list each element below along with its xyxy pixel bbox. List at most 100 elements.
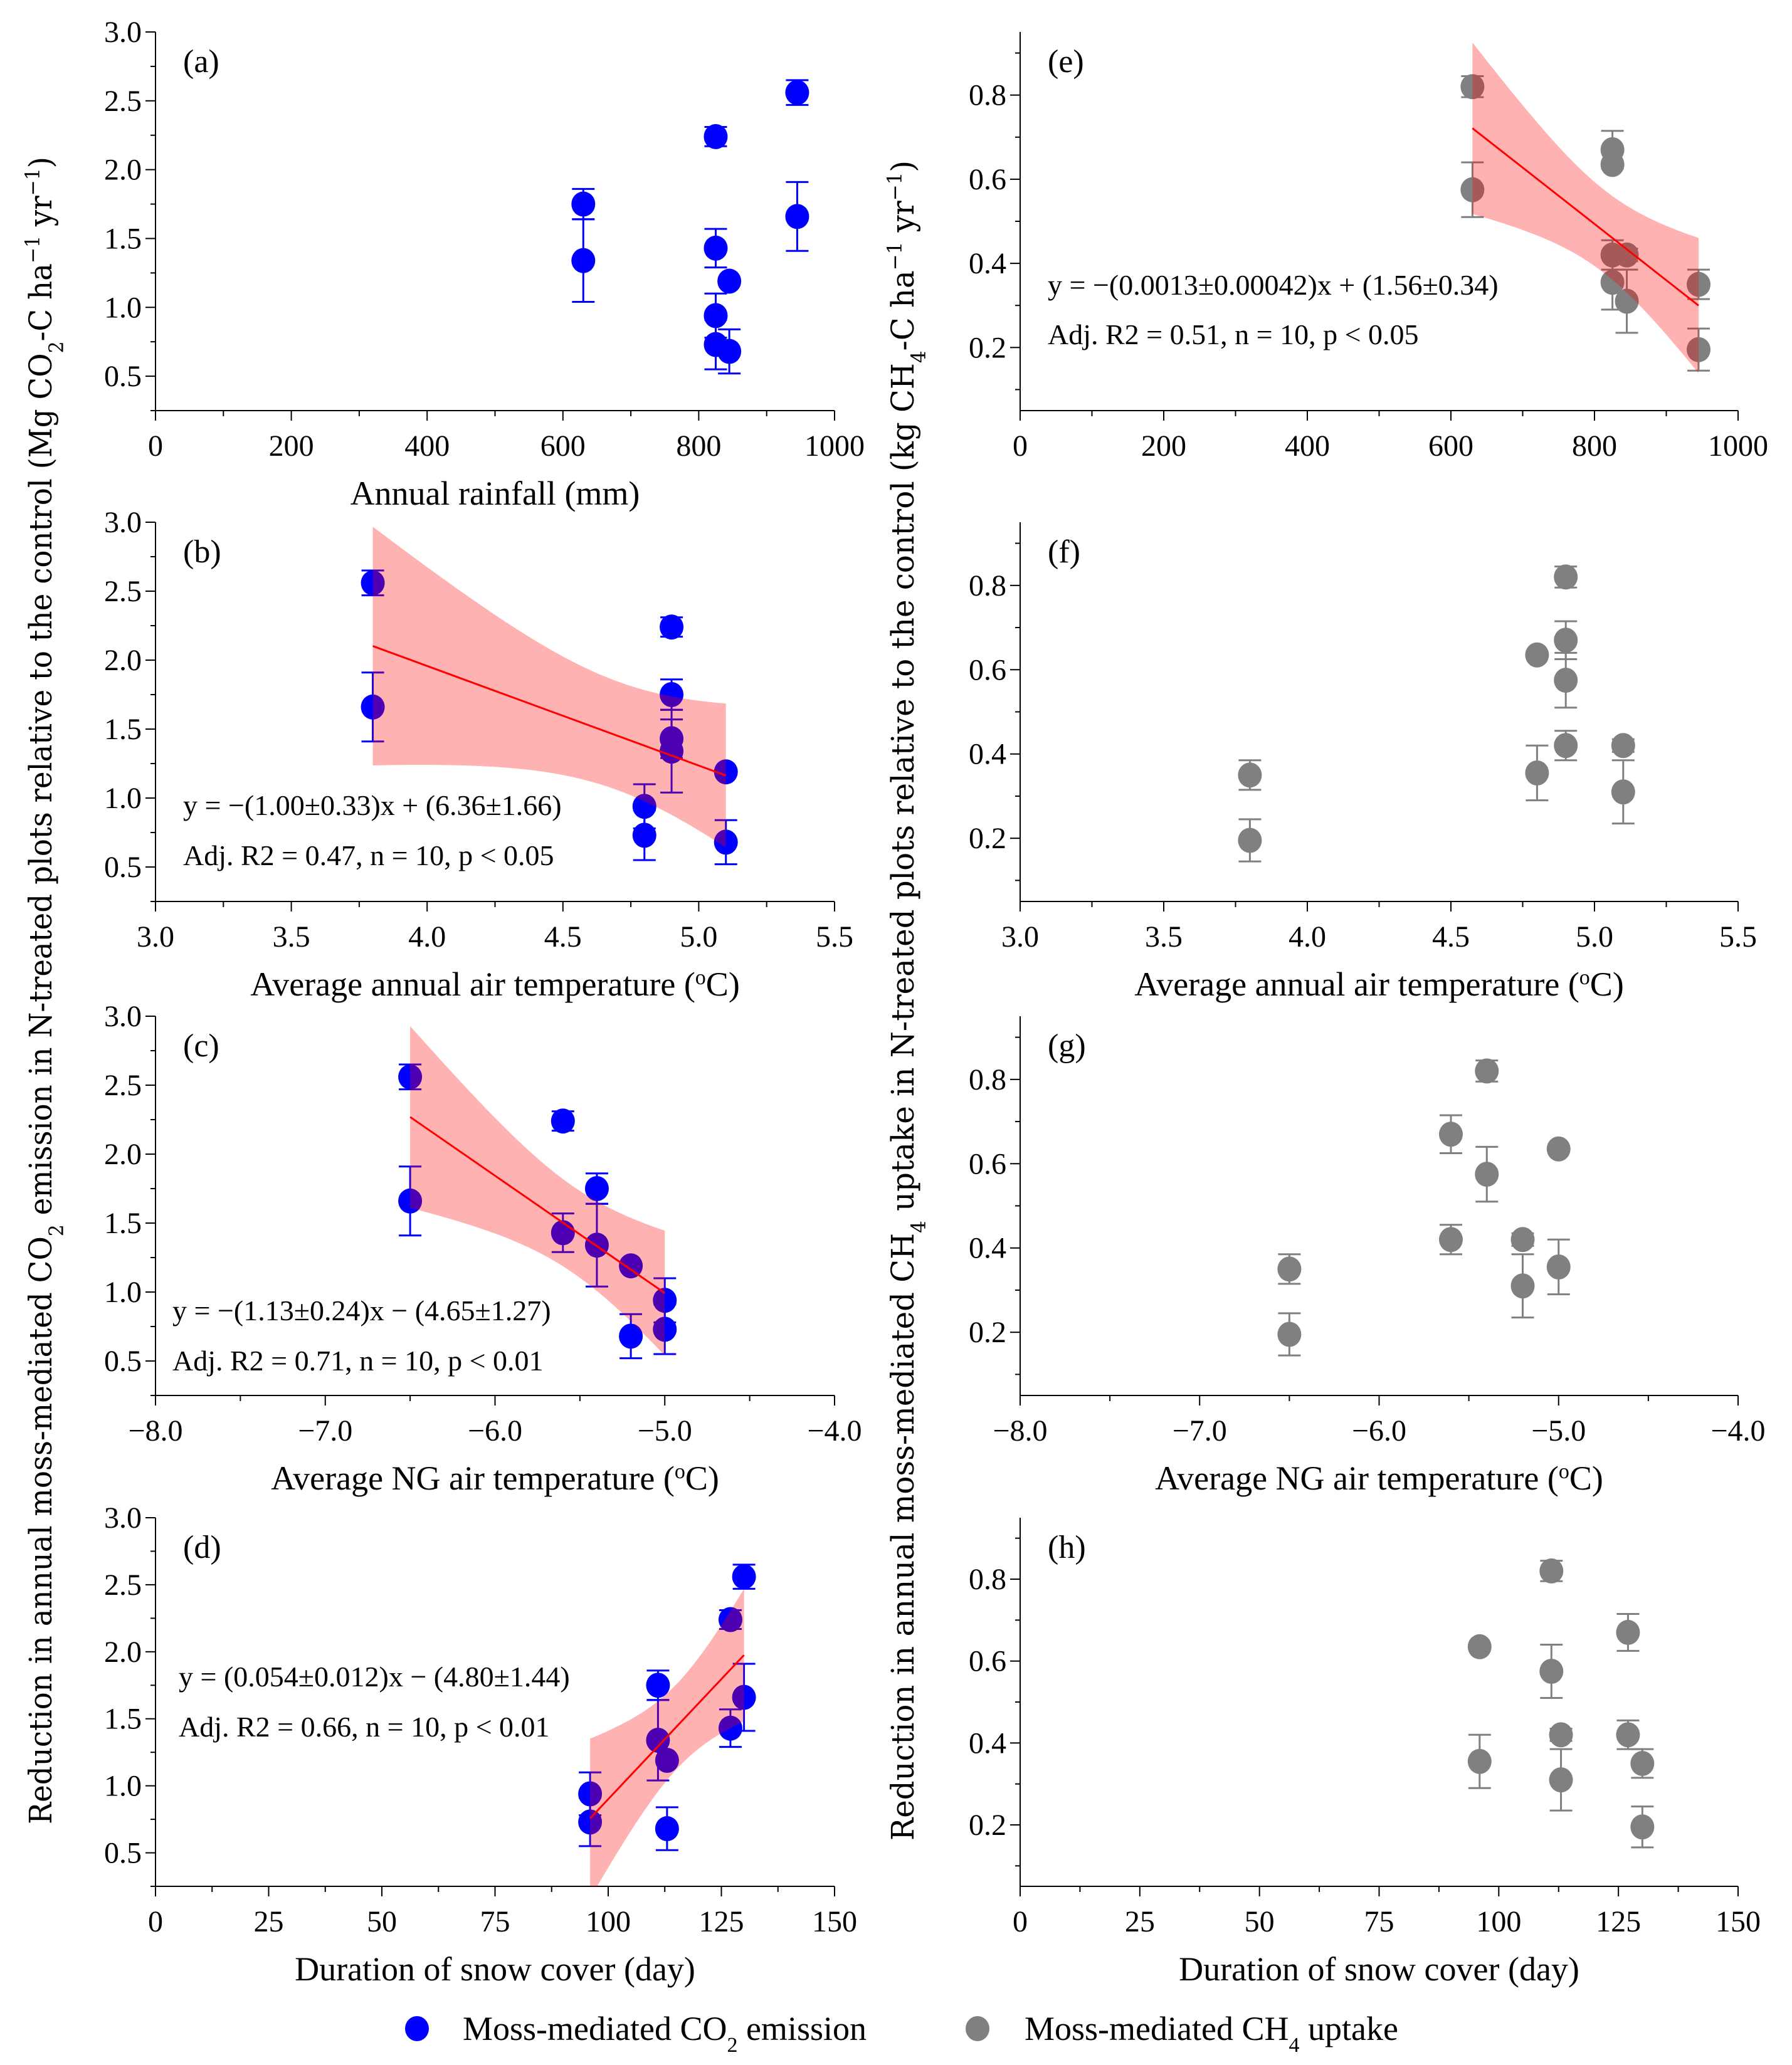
y-tick-label: 0.5: [104, 1345, 142, 1378]
data-point: [1510, 1273, 1535, 1299]
data-point: [717, 268, 742, 294]
data-point: [1687, 271, 1711, 297]
data-point: [1616, 1722, 1640, 1748]
data-point: [1238, 828, 1262, 853]
data-point: [704, 303, 728, 328]
data-point: [732, 1564, 756, 1590]
x-tick-label: 0: [1013, 429, 1028, 463]
x-tick-label: −6.0: [1352, 1414, 1406, 1448]
x-axis-label: Annual rainfall (mm): [350, 475, 640, 512]
y-axis-label-left: Reduction in annual moss-mediated CO2 em…: [21, 157, 68, 1824]
y-tick-label: 2.5: [104, 575, 142, 608]
data-point: [551, 1108, 575, 1134]
data-point: [1460, 74, 1485, 100]
x-tick-label: 3.0: [1001, 920, 1039, 954]
y-tick-label: 1.5: [104, 222, 142, 255]
y-tick-label: 0.8: [969, 1563, 1006, 1596]
panel-label: (h): [1048, 1530, 1086, 1565]
data-point: [361, 570, 385, 596]
panel-label: (e): [1048, 44, 1084, 80]
data-point: [704, 332, 728, 357]
data-point: [732, 1684, 756, 1710]
x-axis-label: Duration of snow cover (day): [1179, 1950, 1579, 1988]
regression-equation-d: y = (0.054±0.012)x − (4.80±1.44): [179, 1661, 570, 1693]
scatter-points: [1460, 74, 1711, 372]
y-axis-label-right: Reduction in annual moss-mediated CH4 up…: [883, 160, 930, 1841]
x-tick-label: −6.0: [468, 1414, 522, 1448]
regression-equation-c: y = −(1.13±0.24)x − (4.65±1.27): [172, 1295, 551, 1327]
y-tick-label: 2.5: [104, 1069, 142, 1102]
data-point: [632, 794, 656, 819]
data-point: [1554, 564, 1578, 590]
x-tick-label: −5.0: [638, 1414, 692, 1448]
panel-h: 0 25 50 75 100 125 150 0.2 0.4 0.6 0.8 Duration of …: [969, 1518, 1761, 1988]
panels: 0 200 400 600 800 10000.51.01.52.02.53.0Annua…: [104, 16, 1768, 1988]
legend: Moss-mediated CO2 emission Moss-mediated…: [405, 2010, 1398, 2057]
regression-stats-d: Adj. R2 = 0.66, n = 10, p < 0.01: [179, 1711, 550, 1743]
x-tick-label: 25: [1125, 1905, 1155, 1938]
scatter-points: [1277, 1058, 1571, 1357]
x-tick-label: 75: [480, 1905, 510, 1938]
x-tick-label: 4.5: [1432, 920, 1470, 954]
scatter-points: [578, 1563, 756, 1851]
y-tick-label: 0.5: [104, 1837, 142, 1870]
panel-f: 3.0 3.5 4.0 4.5 5.0 5.5 0.2 0.4 0.6 0.8 Average an…: [969, 522, 1757, 1003]
y-tick-label: 2.5: [104, 85, 142, 118]
data-point: [785, 204, 809, 229]
x-tick-label: 5.0: [1576, 920, 1613, 954]
y-tick-label: 2.0: [104, 154, 142, 187]
y-tick-label: 2.0: [104, 1138, 142, 1171]
data-point: [1546, 1254, 1571, 1279]
data-point: [1616, 1619, 1640, 1645]
data-point: [655, 1748, 679, 1773]
data-point: [1539, 1659, 1564, 1684]
data-point: [619, 1323, 643, 1349]
y-tick-label: 1.5: [104, 1703, 142, 1736]
data-point: [1630, 1751, 1655, 1776]
data-point: [1510, 1227, 1535, 1253]
panel-d: 0 25 50 75 100 125 150 0.5 1.0 1.5 2.0 2.5 3.0 Durati…: [104, 1501, 857, 1988]
y-tick-label: 1.0: [104, 1276, 142, 1309]
data-point: [398, 1064, 423, 1090]
data-point: [1460, 177, 1485, 202]
panel-label: (g): [1048, 1028, 1086, 1064]
regression-line: [409, 1116, 666, 1294]
panel-e: 0 200 400 600 800 1000 0.2 0.4 0.6 0.8 (e): [969, 32, 1768, 463]
scatter-points: [1467, 1558, 1655, 1849]
x-tick-label: 600: [1428, 429, 1473, 463]
data-point: [571, 248, 596, 273]
data-point: [704, 235, 728, 261]
regression-equation-e: y = −(0.0013±0.00042)x + (1.56±0.34): [1048, 269, 1499, 301]
x-tick-label: 125: [699, 1905, 744, 1938]
data-point: [1238, 762, 1262, 788]
x-tick-label: −7.0: [1173, 1414, 1227, 1448]
y-tick-label: 3.0: [104, 1501, 142, 1535]
y-tick-label: 0.6: [969, 163, 1006, 196]
y-tick-label: 2.5: [104, 1568, 142, 1602]
y-tick-label: 3.0: [104, 506, 142, 539]
x-tick-label: 4.0: [1289, 920, 1326, 954]
data-point: [653, 1288, 677, 1313]
panel-label: (d): [183, 1530, 221, 1565]
y-tick-label: 0.5: [104, 360, 142, 393]
data-point: [1687, 337, 1711, 362]
x-axis-label: Average NG air temperature (oC): [1155, 1459, 1603, 1497]
y-tick-label: 0.6: [969, 1147, 1006, 1180]
data-point: [361, 694, 385, 720]
x-tick-label: 25: [254, 1905, 284, 1938]
regression-stats-c: Adj. R2 = 0.71, n = 10, p < 0.01: [172, 1345, 544, 1377]
x-tick-label: −5.0: [1531, 1414, 1586, 1448]
data-point: [1475, 1058, 1499, 1084]
y-tick-label: 0.6: [969, 1645, 1006, 1678]
x-tick-label: 1000: [804, 429, 865, 463]
data-point: [1549, 1722, 1573, 1748]
x-tick-label: −4.0: [1710, 1414, 1765, 1448]
panel-a: 0 200 400 600 800 1000 0.5 1.0 1.5 2.0 2.5 3.0 Annua…: [104, 16, 865, 512]
data-point: [1630, 1814, 1655, 1840]
data-point: [571, 191, 596, 217]
x-tick-label: −8.0: [993, 1414, 1047, 1448]
panel-c: −8.0 −7.0 −6.0 −5.0 −4.0 0.5 1.0 1.5 2.0 2.5 3.0 Av…: [104, 1000, 862, 1497]
x-tick-label: 200: [1141, 429, 1186, 463]
y-tick-label: 0.4: [969, 738, 1006, 771]
